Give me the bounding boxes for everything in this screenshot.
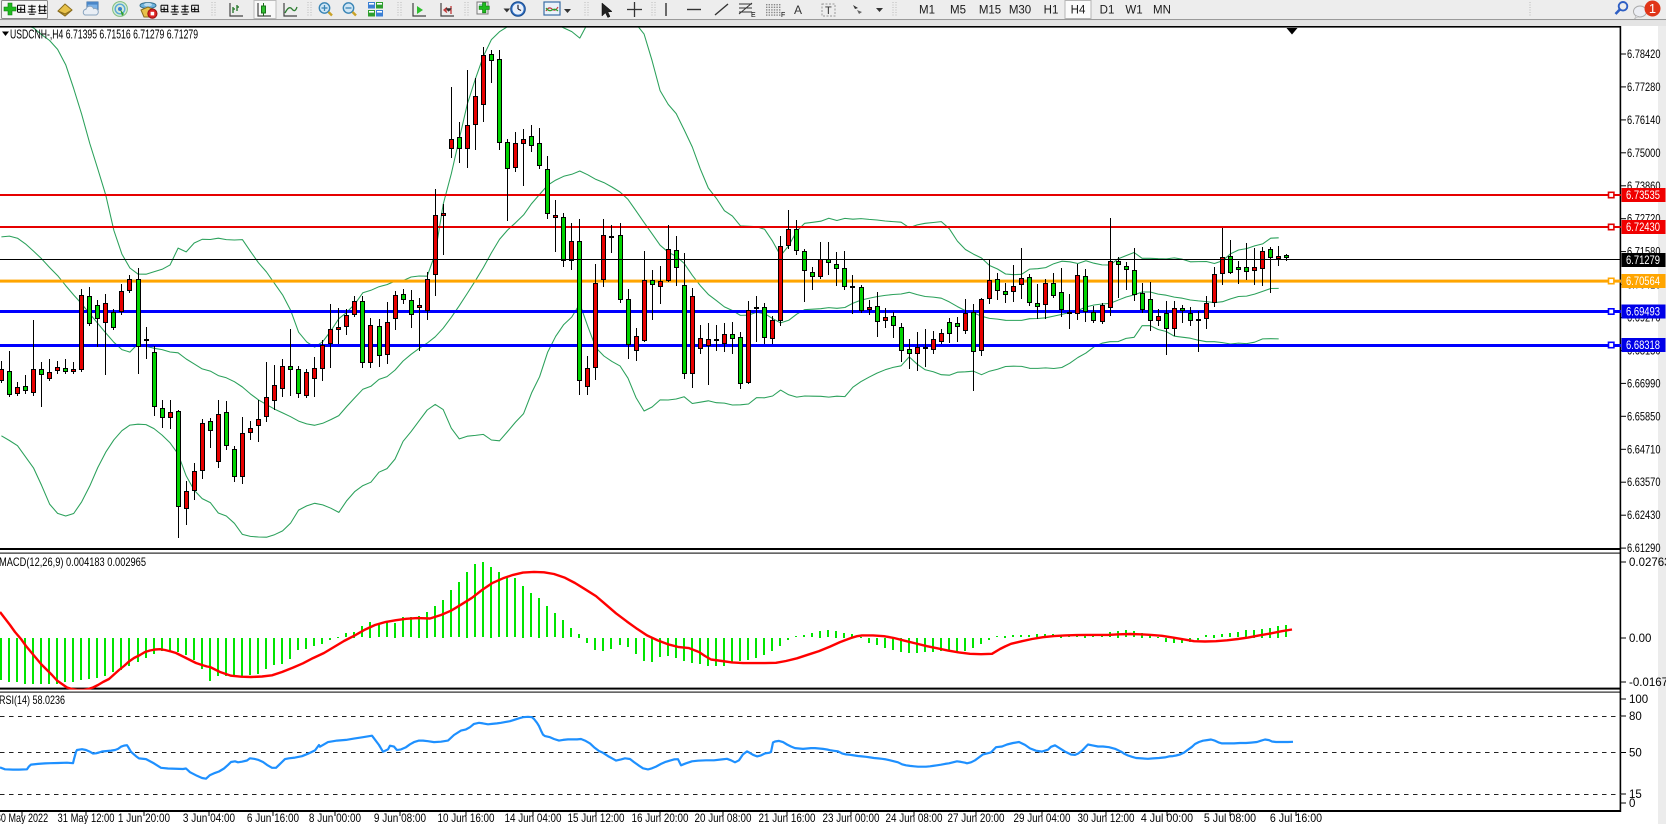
svg-text:W1: W1: [1125, 5, 1142, 17]
svg-text:80: 80: [1629, 711, 1642, 723]
svg-text:6.61290: 6.61290: [1627, 541, 1661, 555]
svg-text:6 Jul 16:00: 6 Jul 16:00: [1270, 811, 1323, 824]
svg-text:6.72430: 6.72430: [1626, 220, 1660, 234]
svg-text:0.027633: 0.027633: [1629, 557, 1666, 569]
svg-text:16 Jun 20:00: 16 Jun 20:00: [632, 811, 689, 824]
svg-text:5 Jul 08:00: 5 Jul 08:00: [1204, 811, 1257, 824]
svg-text:6.70564: 6.70564: [1626, 274, 1660, 288]
svg-text:6.65850: 6.65850: [1627, 409, 1661, 423]
svg-text:4 Jul 00:00: 4 Jul 00:00: [1141, 811, 1194, 824]
svg-text:H1: H1: [1044, 5, 1059, 17]
svg-text:0.00: 0.00: [1629, 633, 1651, 645]
svg-text:50: 50: [1629, 748, 1642, 760]
svg-text:6.75000: 6.75000: [1627, 146, 1661, 160]
svg-text:6.69493: 6.69493: [1626, 305, 1660, 319]
svg-text:6.68318: 6.68318: [1626, 338, 1660, 352]
svg-text:T: T: [825, 5, 832, 17]
svg-text:M15: M15: [979, 5, 1001, 17]
svg-text:23 Jun 00:00: 23 Jun 00:00: [823, 811, 880, 824]
svg-text:6.62430: 6.62430: [1627, 508, 1661, 522]
svg-text:9 Jun 08:00: 9 Jun 08:00: [374, 811, 427, 824]
svg-text:1 Jun 20:00: 1 Jun 20:00: [118, 811, 171, 824]
svg-text:E: E: [751, 12, 756, 19]
svg-text:6.78420: 6.78420: [1627, 47, 1661, 61]
svg-text:6.63570: 6.63570: [1627, 475, 1661, 489]
svg-text:F: F: [781, 12, 785, 19]
svg-text:14 Jun 04:00: 14 Jun 04:00: [505, 811, 562, 824]
svg-text:24 Jun 08:00: 24 Jun 08:00: [886, 811, 943, 824]
svg-text:-0.016736: -0.016736: [1629, 677, 1666, 689]
svg-text:M1: M1: [919, 5, 935, 17]
svg-text:21 Jun 16:00: 21 Jun 16:00: [759, 811, 816, 824]
svg-text:6.73535: 6.73535: [1626, 188, 1660, 202]
svg-text:6.77280: 6.77280: [1627, 80, 1661, 94]
svg-text:6.71279: 6.71279: [1626, 253, 1660, 267]
svg-text:15: 15: [1629, 789, 1642, 801]
svg-text:15 Jun 12:00: 15 Jun 12:00: [568, 811, 625, 824]
svg-text:6.64710: 6.64710: [1627, 442, 1661, 456]
svg-text:20 Jun 08:00: 20 Jun 08:00: [695, 811, 752, 824]
svg-text:A: A: [794, 3, 802, 17]
svg-text:27 Jun 20:00: 27 Jun 20:00: [948, 811, 1005, 824]
svg-text:29 Jun 04:00: 29 Jun 04:00: [1014, 811, 1071, 824]
svg-text:RSI(14) 58.0236: RSI(14) 58.0236: [0, 693, 65, 707]
svg-text:MN: MN: [1153, 5, 1171, 17]
svg-text:H4: H4: [1071, 5, 1086, 17]
svg-text:30 Jun 12:00: 30 Jun 12:00: [1078, 811, 1135, 824]
svg-text:30 May 2022: 30 May 2022: [0, 811, 48, 824]
svg-text:8 Jun 00:00: 8 Jun 00:00: [309, 811, 362, 824]
svg-text:MACD(12,26,9) 0.004183 0.00296: MACD(12,26,9) 0.004183 0.002965: [0, 555, 146, 569]
svg-text:3 Jun 04:00: 3 Jun 04:00: [183, 811, 236, 824]
svg-text:0: 0: [1629, 798, 1635, 810]
svg-text:6 Jun 16:00: 6 Jun 16:00: [247, 811, 300, 824]
svg-text:31 May 12:00: 31 May 12:00: [58, 811, 115, 824]
svg-text:1: 1: [1649, 1, 1656, 16]
svg-text:6.66990: 6.66990: [1627, 376, 1661, 390]
svg-text:D1: D1: [1100, 5, 1115, 17]
svg-text:USDCNH-,H4 6.71395 6.71516 6.: USDCNH-,H4 6.71395 6.71516 6.71279 6.712…: [10, 28, 198, 42]
svg-text:10 Jun 16:00: 10 Jun 16:00: [438, 811, 495, 824]
svg-text:M30: M30: [1009, 5, 1031, 17]
svg-text:6.76140: 6.76140: [1627, 113, 1661, 127]
svg-text:M5: M5: [950, 5, 966, 17]
svg-text:100: 100: [1629, 694, 1648, 706]
